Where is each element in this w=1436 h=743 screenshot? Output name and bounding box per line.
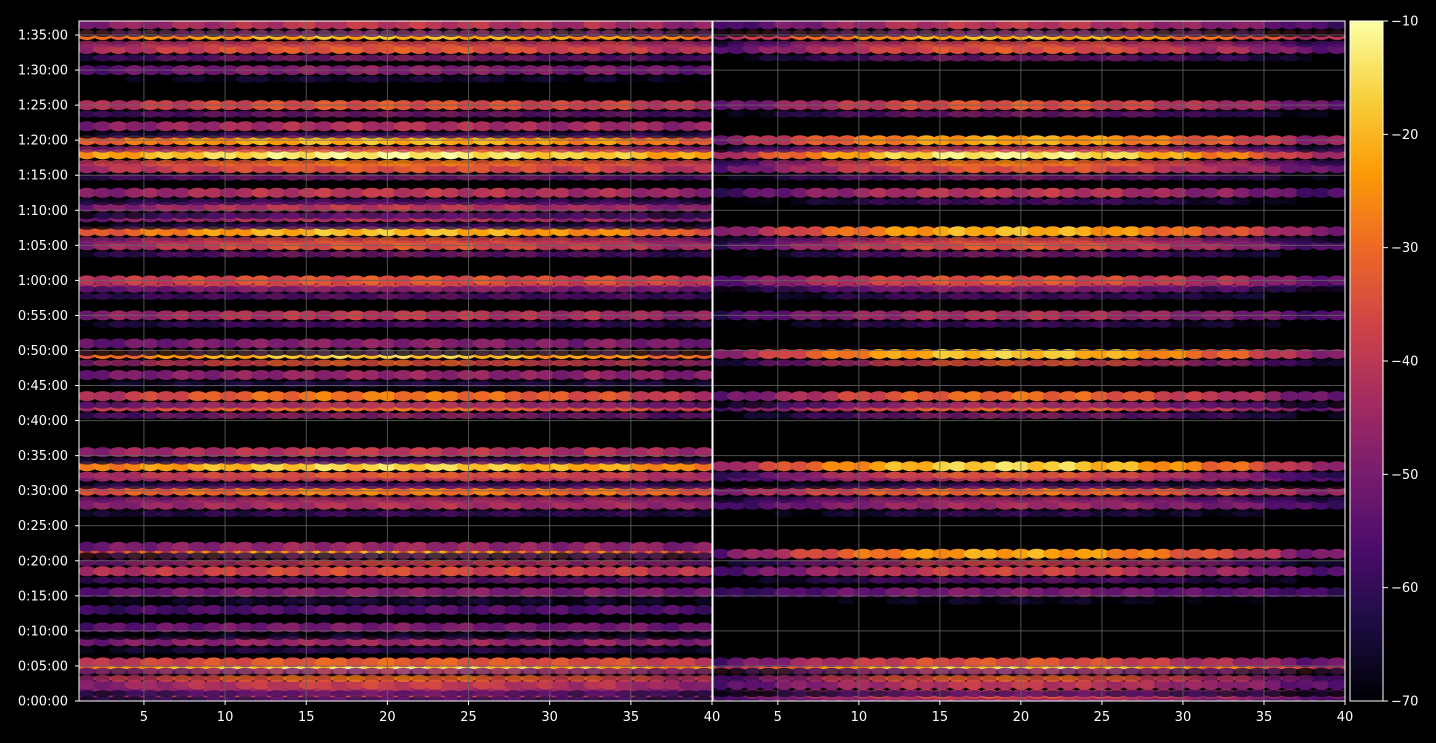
heatmap-cell bbox=[1328, 198, 1347, 205]
heatmap-cell bbox=[694, 188, 714, 198]
heatmap-cell bbox=[695, 321, 714, 328]
x-tick-label: 35 bbox=[623, 710, 640, 725]
heatmap-cell bbox=[695, 237, 714, 244]
x-tick-label: 40 bbox=[704, 710, 721, 725]
heatmap-cell bbox=[695, 293, 714, 300]
heatmap-cell bbox=[695, 30, 714, 37]
x-tick-label: 20 bbox=[379, 710, 396, 725]
heatmap-cell bbox=[1328, 251, 1347, 258]
heatmap-cell bbox=[1328, 690, 1347, 697]
x-tick-label: 5 bbox=[140, 710, 148, 725]
heatmap-cell bbox=[1328, 510, 1347, 517]
heatmap-cell bbox=[1327, 566, 1347, 576]
heatmap-cell bbox=[694, 391, 714, 401]
heatmap-cell bbox=[694, 605, 714, 615]
heatmap-cell bbox=[695, 212, 714, 219]
heatmap-cell bbox=[1328, 360, 1347, 367]
heatmap-cell bbox=[695, 111, 714, 118]
heatmap-cell bbox=[695, 381, 714, 388]
x-tick-label: 30 bbox=[541, 710, 558, 725]
heatmap-cell bbox=[695, 55, 714, 62]
heatmap-cell bbox=[1328, 675, 1347, 682]
heatmap-cell bbox=[1328, 577, 1347, 584]
heatmap-cell bbox=[695, 633, 714, 640]
heatmap-cell bbox=[695, 146, 714, 153]
heatmap-cell bbox=[1327, 226, 1347, 236]
heatmap-cell bbox=[695, 675, 714, 682]
heatmap-cell bbox=[694, 121, 714, 131]
heatmap-cell bbox=[695, 510, 714, 517]
heatmap-cell bbox=[1327, 188, 1347, 198]
heatmap-cell bbox=[695, 132, 714, 139]
heatmap-cell bbox=[1328, 412, 1347, 419]
heatmap-cell bbox=[1328, 482, 1347, 489]
heatmap-cell bbox=[1328, 668, 1347, 675]
heatmap-cell bbox=[695, 286, 714, 293]
heatmap-cell bbox=[695, 668, 714, 675]
heatmap-cell bbox=[695, 552, 714, 559]
x-tick-label: 25 bbox=[460, 710, 477, 725]
heatmap-cell bbox=[695, 160, 714, 167]
heatmap-cell bbox=[695, 360, 714, 367]
heatmap-cell bbox=[695, 458, 714, 465]
heatmap-cell bbox=[694, 339, 714, 349]
heatmap-cell bbox=[695, 690, 714, 697]
heatmap-cell bbox=[1328, 402, 1347, 409]
heatmap-cell bbox=[1327, 461, 1347, 471]
heatmap-cell bbox=[695, 412, 714, 419]
heatmap-cell bbox=[694, 542, 714, 552]
left-panel: 5 10 15 20 25 30 35 40 bbox=[77, 20, 720, 726]
heatmap-cell bbox=[695, 402, 714, 409]
heatmap-cell bbox=[695, 223, 714, 230]
heatmap-cell bbox=[1328, 237, 1347, 244]
heatmap-cell bbox=[1328, 293, 1347, 300]
heatmap-cell bbox=[695, 198, 714, 205]
heatmap-cell bbox=[1328, 286, 1347, 293]
heatmap-cell bbox=[695, 251, 714, 258]
heatmap-cell bbox=[695, 76, 714, 83]
heatmap-cell bbox=[694, 370, 714, 380]
heatmap-cell bbox=[695, 482, 714, 489]
x-tick-label: 15 bbox=[298, 710, 315, 725]
heatmap-cell bbox=[1327, 549, 1347, 559]
heatmap-cell bbox=[1328, 496, 1347, 503]
heatmap-cell bbox=[695, 598, 714, 605]
heatmap-cell bbox=[1328, 472, 1347, 479]
x-tick-label: 10 bbox=[217, 710, 234, 725]
heatmap-cell bbox=[695, 472, 714, 479]
heatmap-cell bbox=[695, 41, 714, 48]
heatmap-cell bbox=[694, 566, 714, 576]
heatmap-cell bbox=[695, 615, 714, 622]
heatmap-cell bbox=[695, 496, 714, 503]
heatmap-cell bbox=[1327, 391, 1347, 401]
heatmap-cell bbox=[695, 647, 714, 654]
heatmap-cell bbox=[1328, 598, 1347, 605]
heatmap-cell bbox=[1328, 321, 1347, 328]
heatmap-cell bbox=[695, 577, 714, 584]
